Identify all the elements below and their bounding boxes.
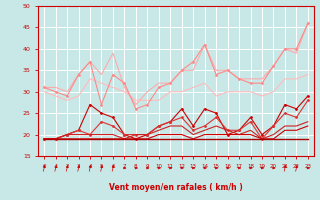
- X-axis label: Vent moyen/en rafales ( km/h ): Vent moyen/en rafales ( km/h ): [109, 183, 243, 192]
